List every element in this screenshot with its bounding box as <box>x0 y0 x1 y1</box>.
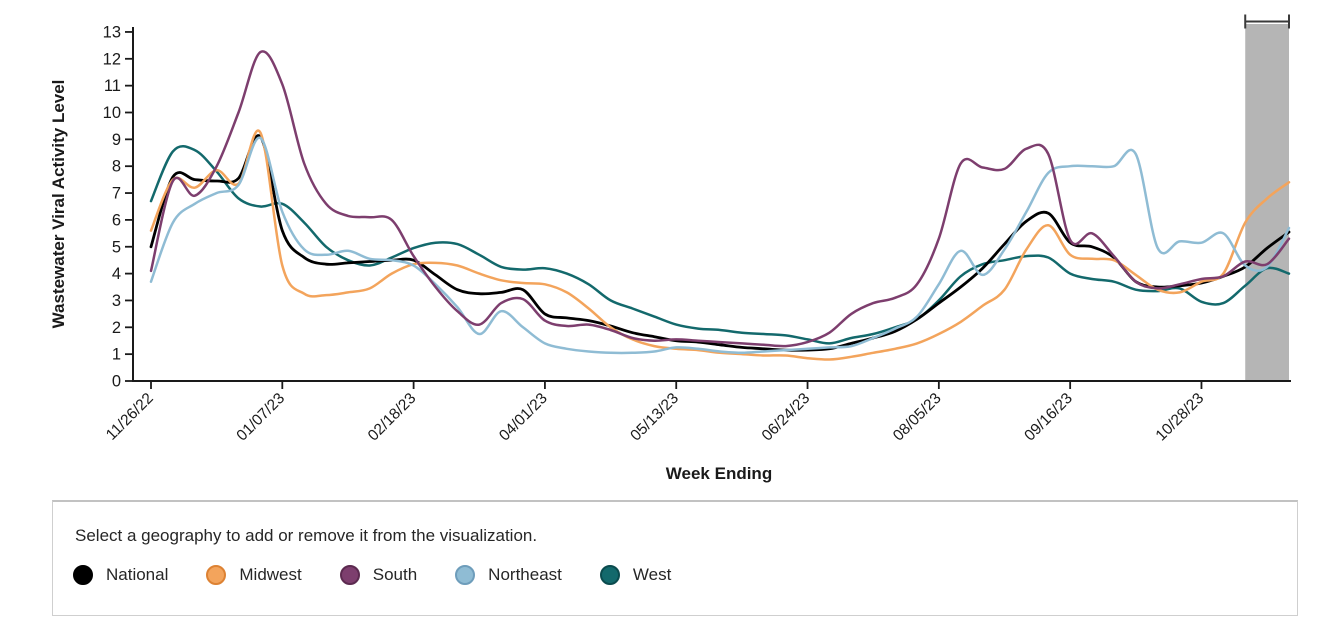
y-tick-label: 11 <box>104 77 121 95</box>
x-tick-label: 06/24/23 <box>759 390 814 445</box>
legend-item-label: National <box>106 565 169 584</box>
series-line-national <box>149 134 1291 352</box>
series-line-midwest <box>149 129 1291 361</box>
legend-item-label: West <box>632 565 672 584</box>
legend-item-label: Midwest <box>239 565 302 584</box>
y-tick-label: 8 <box>112 158 121 176</box>
legend-item-northeast[interactable]: Northeast <box>455 565 562 585</box>
x-tick-label: 09/16/23 <box>1021 390 1076 445</box>
legend-item-label: Northeast <box>488 565 562 584</box>
x-tick-label: 01/07/23 <box>233 390 288 445</box>
legend-item-national[interactable]: National <box>73 565 168 585</box>
x-tick-label: 02/18/23 <box>365 390 420 445</box>
x-axis-title: Week Ending <box>666 464 772 483</box>
y-tick-label: 6 <box>112 211 121 229</box>
y-tick-label: 9 <box>112 131 121 149</box>
y-tick-label: 5 <box>112 238 121 256</box>
y-tick-label: 0 <box>112 373 121 391</box>
provisional-data-band <box>1245 24 1289 381</box>
series-line-south <box>149 50 1291 348</box>
y-tick-label: 4 <box>112 265 121 283</box>
axis-lines <box>132 27 1291 382</box>
x-tick-label: 04/01/23 <box>496 390 551 445</box>
national-swatch-icon <box>73 565 93 585</box>
x-tick-label: 05/13/23 <box>627 390 682 445</box>
x-tick-label: 08/05/23 <box>890 390 945 445</box>
x-tick-label: 10/28/23 <box>1153 390 1208 445</box>
legend-item-label: South <box>372 565 418 584</box>
y-tick-label: 10 <box>103 104 121 122</box>
northeast-swatch-icon <box>455 565 476 585</box>
y-axis-title: Wastewater Viral Activity Level <box>49 80 68 329</box>
west-swatch-icon <box>599 565 620 585</box>
series-layer <box>149 50 1291 361</box>
geography-legend: Select a geography to add or remove it f… <box>52 500 1298 616</box>
y-tick-label: 1 <box>112 346 121 364</box>
provisional-band-layer <box>1244 14 1290 381</box>
x-tick-label: 11/26/22 <box>103 390 157 444</box>
legend-items-row: National Midwest South Northeast West <box>73 565 1297 585</box>
y-tick-label: 3 <box>112 292 121 310</box>
midwest-swatch-icon <box>206 565 227 585</box>
y-tick-label: 7 <box>112 185 121 203</box>
south-swatch-icon <box>339 565 360 585</box>
y-tick-label: 2 <box>112 319 121 337</box>
legend-item-south[interactable]: South <box>339 565 418 585</box>
series-line-west <box>149 145 1291 345</box>
series-line-northeast <box>149 136 1291 355</box>
y-tick-label: 12 <box>103 50 121 68</box>
legend-item-west[interactable]: West <box>599 565 672 585</box>
legend-item-midwest[interactable]: Midwest <box>206 565 302 585</box>
legend-instruction: Select a geography to add or remove it f… <box>75 526 538 545</box>
y-tick-label: 13 <box>103 23 121 41</box>
